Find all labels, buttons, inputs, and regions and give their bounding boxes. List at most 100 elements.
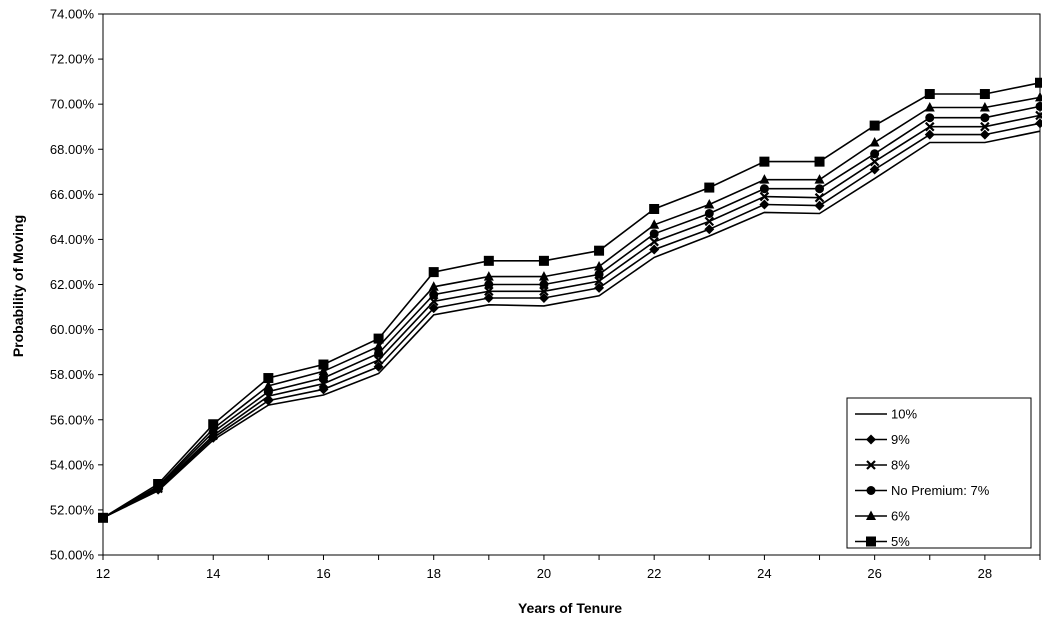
y-tick-label: 56.00% bbox=[50, 412, 95, 427]
x-mark-stroke bbox=[866, 460, 876, 470]
y-tick-label: 66.00% bbox=[50, 187, 95, 202]
series-line bbox=[102, 105, 1041, 519]
legend-marker bbox=[866, 460, 876, 470]
data-point bbox=[1035, 91, 1042, 102]
x-tick-label: 28 bbox=[978, 566, 992, 581]
y-tick-label: 70.00% bbox=[50, 97, 95, 112]
x-tick-label: 26 bbox=[867, 566, 881, 581]
x-tick-label: 12 bbox=[96, 566, 110, 581]
series-1 bbox=[102, 130, 1041, 519]
data-point bbox=[208, 419, 219, 430]
y-tick-label: 72.00% bbox=[50, 52, 95, 67]
x-mark-stroke bbox=[484, 286, 494, 297]
y-tick-label: 58.00% bbox=[50, 367, 95, 382]
data-point bbox=[649, 203, 660, 214]
x-tick-label: 18 bbox=[426, 566, 440, 581]
series-line bbox=[102, 122, 1041, 519]
x-tick-label: 24 bbox=[757, 566, 771, 581]
data-point bbox=[373, 361, 384, 372]
x-mark-stroke bbox=[759, 191, 770, 202]
series-6 bbox=[98, 77, 1042, 523]
legend-marker bbox=[866, 510, 876, 520]
data-point bbox=[815, 184, 825, 194]
data-point bbox=[814, 174, 825, 184]
x-mark-stroke bbox=[869, 156, 880, 167]
legend-label: 9% bbox=[891, 432, 910, 447]
data-point bbox=[429, 290, 439, 300]
legend-item: 9% bbox=[855, 432, 910, 447]
data-point bbox=[373, 355, 384, 365]
data-point bbox=[759, 174, 770, 184]
data-point bbox=[428, 281, 439, 291]
data-point bbox=[539, 280, 549, 289]
y-tick-label: 64.00% bbox=[50, 232, 95, 247]
data-point bbox=[538, 293, 549, 304]
data-point bbox=[318, 359, 329, 370]
legend-item: 6% bbox=[855, 509, 910, 524]
data-point bbox=[594, 282, 605, 293]
data-point bbox=[925, 113, 935, 123]
y-tick-label: 74.00% bbox=[50, 7, 95, 22]
legend-label: 10% bbox=[891, 407, 917, 422]
x-tick-label: 14 bbox=[206, 566, 220, 581]
data-point bbox=[814, 156, 825, 167]
data-point bbox=[814, 192, 825, 203]
data-point bbox=[539, 286, 549, 297]
data-point bbox=[374, 348, 384, 358]
data-point bbox=[870, 149, 880, 159]
data-point bbox=[869, 136, 880, 147]
legend-marker bbox=[866, 486, 876, 495]
legend-label: 6% bbox=[891, 509, 910, 524]
data-point bbox=[594, 276, 604, 286]
legend-label: 8% bbox=[891, 458, 910, 473]
data-point bbox=[373, 340, 384, 351]
data-point bbox=[1035, 101, 1042, 111]
plot-series bbox=[98, 77, 1042, 523]
data-point bbox=[1035, 77, 1042, 88]
x-mark-stroke bbox=[814, 192, 825, 203]
x-mark-stroke bbox=[649, 236, 659, 247]
legend-item: No Premium: 7% bbox=[855, 483, 990, 498]
x-mark-stroke bbox=[539, 286, 549, 297]
data-point bbox=[704, 216, 715, 227]
data-point bbox=[704, 208, 714, 218]
data-point bbox=[318, 365, 329, 376]
series-line bbox=[102, 130, 1041, 519]
legend-label: 5% bbox=[891, 534, 910, 549]
data-point bbox=[483, 255, 494, 266]
data-point bbox=[484, 280, 494, 289]
data-point bbox=[704, 182, 715, 193]
data-point bbox=[428, 296, 439, 307]
data-point bbox=[649, 229, 659, 239]
data-point bbox=[594, 260, 605, 271]
data-point bbox=[373, 333, 384, 344]
legend-box bbox=[846, 397, 1032, 549]
data-point bbox=[869, 164, 880, 175]
legend-marker bbox=[866, 536, 876, 547]
x-mark-stroke bbox=[924, 121, 935, 132]
x-tick-label: 22 bbox=[647, 566, 661, 581]
data-point bbox=[924, 121, 935, 132]
data-point bbox=[538, 255, 549, 266]
x-tick-label: 20 bbox=[537, 566, 551, 581]
legend-item: 5% bbox=[855, 534, 910, 549]
data-point bbox=[704, 198, 715, 209]
series-line bbox=[102, 114, 1041, 519]
legend-item: 8% bbox=[855, 458, 910, 473]
data-point bbox=[483, 271, 494, 281]
y-tick-label: 62.00% bbox=[50, 277, 95, 292]
y-axis-title: Probability of Moving bbox=[10, 215, 26, 357]
axes: 50.00% 52.00% 54.00% 56.00% 58.00% 60.00% 62.0… bbox=[50, 7, 1041, 581]
y-tick-label: 54.00% bbox=[50, 457, 95, 472]
legend-marker bbox=[866, 434, 876, 445]
x-tick-label: 16 bbox=[316, 566, 330, 581]
series-line bbox=[102, 82, 1041, 519]
legend-item: 10% bbox=[855, 407, 917, 422]
data-point bbox=[153, 478, 164, 489]
data-point bbox=[538, 271, 549, 281]
series-line bbox=[102, 96, 1041, 519]
data-point bbox=[483, 293, 494, 304]
y-tick-label: 68.00% bbox=[50, 142, 95, 157]
data-point bbox=[979, 102, 990, 112]
